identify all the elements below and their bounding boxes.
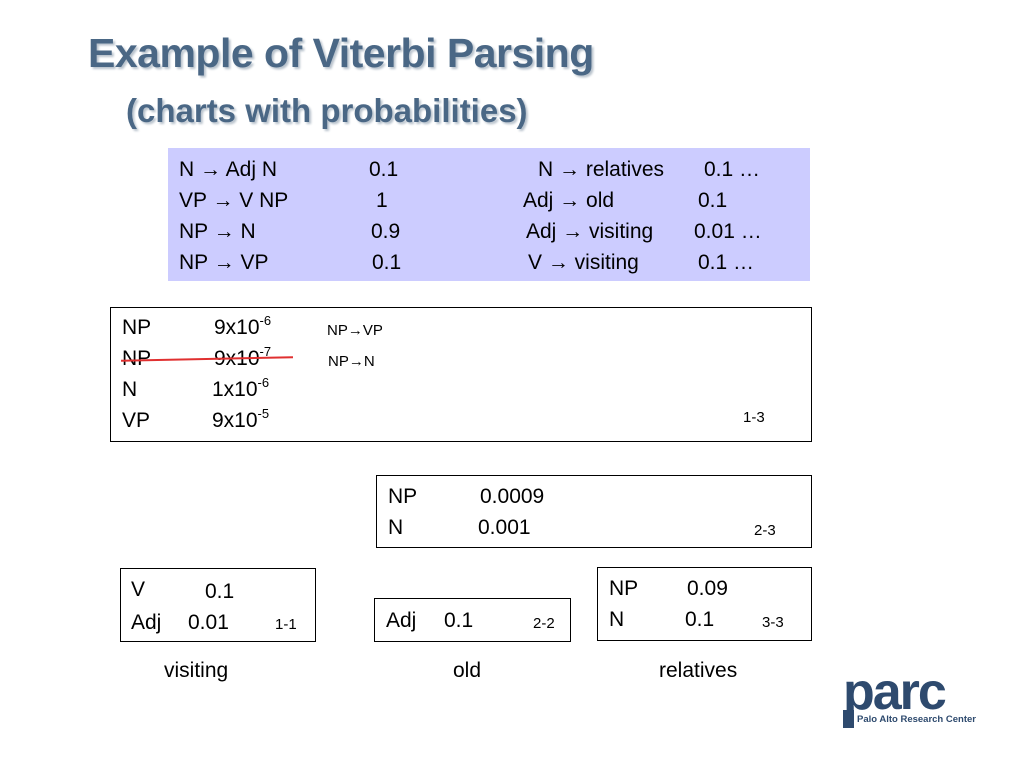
cell-probability: 0.001 xyxy=(478,516,531,539)
logo-bar xyxy=(843,710,854,728)
backpointer-note: NP→VP xyxy=(327,322,383,339)
cell-category: NP xyxy=(122,316,152,339)
cell-category: N xyxy=(122,378,138,401)
chart-cell-2-3: NP 0.0009 N 0.001 2-3 xyxy=(376,475,812,548)
rule-prob: 1 xyxy=(376,189,388,212)
cell-probability: 1x10-6 xyxy=(212,375,270,401)
rule-prob: 0.1 … xyxy=(704,158,761,181)
rule-prob: 0.1 xyxy=(372,251,402,274)
span-label: 1-1 xyxy=(275,616,297,633)
cell-probability: 0.1 xyxy=(205,580,235,603)
span-label: 2-3 xyxy=(754,522,776,539)
cell-probability: 9x10-6 xyxy=(214,313,272,339)
cell-category: NP xyxy=(388,485,418,508)
chart-cell-1-1: V 0.1 Adj 0.01 1-1 xyxy=(120,568,316,642)
backpointer-note: NP→N xyxy=(328,353,375,370)
chart-cell-1-3: NP 9x10-6 NP→VP NP 9x10-7 NP→N N 1x10-6 … xyxy=(110,307,812,442)
rule-prob: 0.9 xyxy=(371,220,401,243)
span-label: 1-3 xyxy=(743,409,765,426)
chart-cell-3-3: NP 0.09 N 0.1 3-3 xyxy=(597,567,812,641)
slide-title: Example of Viterbi Parsing xyxy=(88,30,594,76)
cell-probability: 0.1 xyxy=(685,608,715,631)
cell-category: N xyxy=(609,608,625,631)
rule-text: Adj → old xyxy=(523,189,615,212)
span-label: 2-2 xyxy=(533,615,555,632)
parc-logo: parc Palo Alto Research Center xyxy=(843,663,983,732)
word-visiting: visiting xyxy=(164,659,229,682)
cell-probability: 0.01 xyxy=(188,611,229,634)
rule-prob: 0.1 xyxy=(369,158,399,181)
logo-tagline: Palo Alto Research Center xyxy=(857,714,976,725)
rule-text: Adj → visiting xyxy=(526,220,654,243)
rule-text: N → relatives xyxy=(538,158,665,181)
cell-category: Adj xyxy=(386,609,417,632)
cell-category: NP xyxy=(609,577,639,600)
cell-category: V xyxy=(131,578,146,601)
rule-prob: 0.01 … xyxy=(694,220,762,243)
chart-cell-2-2: Adj 0.1 2-2 xyxy=(374,598,571,642)
span-label: 3-3 xyxy=(762,614,784,631)
word-relatives: relatives xyxy=(659,659,738,682)
rule-prob: 0.1 xyxy=(698,189,728,212)
rule-text: VP → V NP xyxy=(179,189,289,212)
cell-probability: 0.09 xyxy=(687,577,728,600)
cell-category: VP xyxy=(122,409,151,432)
cell-category: N xyxy=(388,516,404,539)
logo-wordmark: parc xyxy=(843,663,947,721)
rule-prob: 0.1 … xyxy=(698,251,755,274)
cell-probability: 0.0009 xyxy=(480,485,545,508)
rule-text: V → visiting xyxy=(528,251,639,274)
cell-category: Adj xyxy=(131,611,162,634)
cell-probability: 9x10-5 xyxy=(212,406,270,432)
word-old: old xyxy=(453,659,482,682)
rule-text: NP → N xyxy=(179,220,256,243)
cell-probability: 0.1 xyxy=(444,609,474,632)
rule-text: N → Adj N xyxy=(179,158,278,181)
rule-text: NP → VP xyxy=(179,251,269,274)
slide-subtitle: (charts with probabilities) xyxy=(126,92,528,129)
grammar-rules-box: N → Adj N 0.1 VP → V NP 1 NP → N 0.9 NP … xyxy=(168,148,810,281)
